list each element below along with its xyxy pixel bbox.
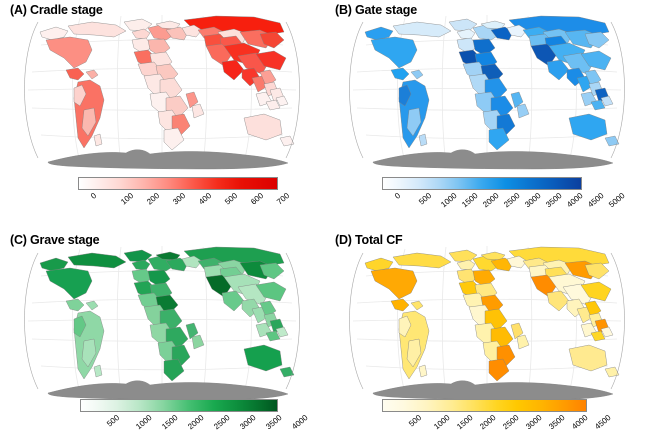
countries-c (39, 246, 295, 382)
panel-a-map (8, 10, 316, 170)
tick-label: 500 (417, 191, 434, 207)
tick-label: 4500 (593, 413, 613, 432)
tick-label: 700 (275, 191, 292, 207)
tick-label: 500 (105, 413, 122, 429)
tick-label: 1000 (439, 191, 459, 210)
tick-label: 100 (119, 191, 136, 207)
colorbar-ticks-b: 0 500 1000 1500 2000 2500 3000 3500 4000… (382, 190, 627, 220)
tick-label: 600 (249, 191, 266, 207)
colorbar-gradient-d (382, 399, 587, 412)
tick-label: 3500 (544, 191, 564, 210)
panel-gate-stage: (B) Gate stage (325, 0, 649, 219)
tick-label: 1000 (134, 413, 154, 432)
tick-label: 500 (223, 191, 240, 207)
tick-label: 0 (393, 191, 403, 201)
tick-label: 2500 (502, 191, 522, 210)
tick-label: 2500 (212, 413, 232, 432)
panel-b-map (333, 10, 641, 170)
colorbar-gradient-a (78, 177, 278, 190)
tick-label: 4000 (570, 413, 590, 432)
antarctica-no-data-c (47, 380, 289, 401)
antarctica-no-data-a (47, 149, 289, 170)
panel-b-title: (B) Gate stage (335, 3, 417, 17)
tick-label: 2500 (501, 413, 521, 432)
tick-label: 3000 (524, 413, 544, 432)
colorbar-d: 500 1000 1500 2000 2500 3000 3500 4000 4… (382, 399, 613, 443)
colorbar-c: 500 1000 1500 2000 2500 3000 3500 4000 (80, 399, 310, 443)
tick-label: 5000 (607, 191, 627, 210)
tick-label: 0 (89, 191, 99, 201)
tick-label: 4000 (565, 191, 585, 210)
countries-d (364, 246, 620, 382)
tick-label: 1500 (160, 413, 180, 432)
colorbar-ticks-a: 0 100 200 300 400 500 600 700 (78, 190, 291, 220)
colorbar-gradient-c (80, 399, 278, 412)
tick-label: 1000 (432, 413, 452, 432)
panel-total-cf: (D) Total CF (325, 219, 649, 438)
antarctica-no-data-b (372, 149, 614, 170)
countries-a (39, 15, 295, 151)
panel-c-map (8, 241, 316, 401)
tick-label: 3000 (523, 191, 543, 210)
tick-label: 1500 (460, 191, 480, 210)
tick-label: 500 (407, 413, 424, 429)
tick-label: 4500 (586, 191, 606, 210)
panel-d-title: (D) Total CF (335, 233, 403, 247)
tick-label: 2000 (481, 191, 501, 210)
panel-c-title: (C) Grave stage (10, 233, 100, 247)
tick-label: 1500 (455, 413, 475, 432)
tick-label: 300 (171, 191, 188, 207)
world-map-b (349, 14, 625, 170)
antarctica-no-data-d (372, 380, 614, 401)
panel-d-map (333, 241, 641, 401)
countries-b (364, 15, 620, 151)
tick-label: 200 (145, 191, 162, 207)
panel-grave-stage: (C) Grave stage (0, 219, 324, 438)
colorbar-b: 0 500 1000 1500 2000 2500 3000 3500 4000… (382, 177, 627, 221)
world-map-c (24, 245, 300, 401)
tick-label: 2000 (186, 413, 206, 432)
tick-label: 3000 (238, 413, 258, 432)
colorbar-a: 0 100 200 300 400 500 600 700 (78, 177, 291, 221)
panel-cradle-stage: (A) Cradle stage (0, 0, 324, 219)
tick-label: 3500 (264, 413, 284, 432)
world-map-a (24, 14, 300, 170)
tick-label: 4000 (290, 413, 310, 432)
world-map-d (349, 245, 625, 401)
tick-label: 400 (197, 191, 214, 207)
tick-label: 2000 (478, 413, 498, 432)
tick-label: 3500 (547, 413, 567, 432)
panel-a-title: (A) Cradle stage (10, 3, 103, 17)
colorbar-gradient-b (382, 177, 582, 190)
